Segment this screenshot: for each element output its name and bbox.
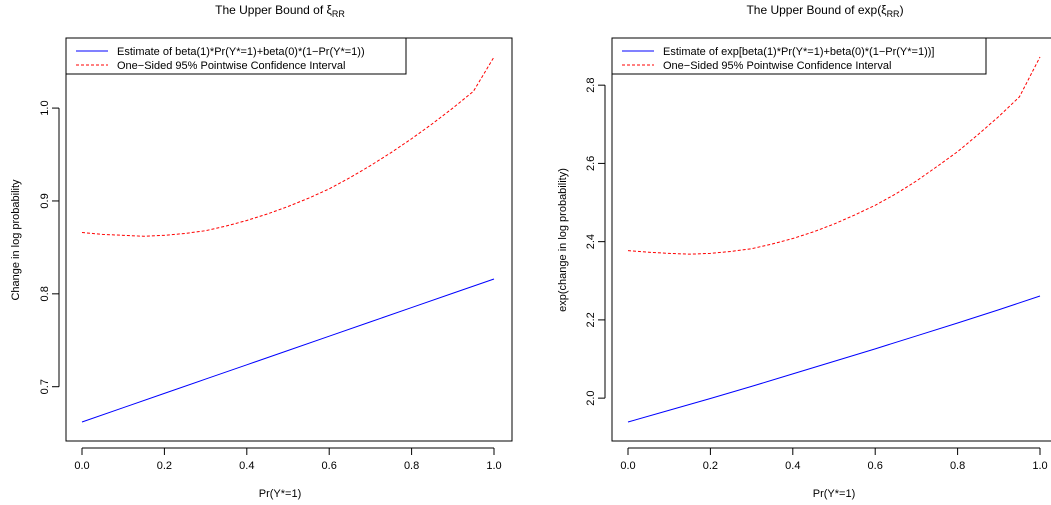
left-plot-frame bbox=[65, 37, 513, 442]
right-y-tick-label: 2.4 bbox=[585, 234, 597, 249]
right-series-estimate-line bbox=[627, 295, 1041, 423]
right-x-axis-label: Pr(Y*=1) bbox=[813, 488, 856, 500]
right-y-tick-label: 2.8 bbox=[585, 78, 597, 93]
right-y-axis: 2.0 2.2 2.4 2.6 2.8 bbox=[585, 78, 606, 406]
right-x-tick-label: 0.4 bbox=[785, 460, 800, 472]
right-legend-estimate-label: Estimate of exp[beta(1)*Pr(Y*=1)+beta(0)… bbox=[663, 46, 934, 58]
right-y-tick-label: 2.0 bbox=[585, 390, 597, 405]
left-legend-estimate-label: Estimate of beta(1)*Pr(Y*=1)+beta(0)*(1−… bbox=[117, 46, 365, 58]
left-y-tick-label: 0.7 bbox=[39, 379, 51, 394]
right-plot-frame bbox=[611, 37, 1051, 442]
left-series-estimate-line bbox=[81, 278, 495, 423]
right-legend-box bbox=[611, 37, 987, 75]
left-x-tick-label: 0.6 bbox=[322, 460, 337, 472]
right-x-tick-label: 0.8 bbox=[950, 460, 965, 472]
left-series-layer bbox=[81, 56, 495, 423]
right-chart: The Upper Bound of exp(ξRR) 0.0 0.2 0.4 0.6… bbox=[557, 3, 1051, 500]
left-legend: Estimate of beta(1)*Pr(Y*=1)+beta(0)*(1−… bbox=[65, 37, 407, 75]
left-chart-title: The Upper Bound of ξRR bbox=[215, 3, 345, 19]
left-series-confidence-bound-line bbox=[81, 56, 495, 237]
right-legend: Estimate of exp[beta(1)*Pr(Y*=1)+beta(0)… bbox=[611, 37, 987, 75]
right-series-confidence-bound-line bbox=[627, 56, 1041, 255]
left-x-tick-label: 0.4 bbox=[239, 460, 254, 472]
left-x-tick-label: 1.0 bbox=[486, 460, 501, 472]
right-y-tick-label: 2.2 bbox=[585, 312, 597, 327]
right-y-axis-label: exp(change in log probability) bbox=[557, 168, 569, 312]
right-x-axis: 0.0 0.2 0.4 0.6 0.8 1.0 bbox=[620, 447, 1048, 472]
left-y-tick-label: 1.0 bbox=[39, 100, 51, 115]
left-x-tick-label: 0.2 bbox=[157, 460, 172, 472]
left-x-tick-label: 0.8 bbox=[404, 460, 419, 472]
right-x-tick-label: 1.0 bbox=[1032, 460, 1047, 472]
left-x-axis-label: Pr(Y*=1) bbox=[259, 488, 302, 500]
right-series-layer bbox=[627, 56, 1041, 423]
left-legend-ci-label: One−Sided 95% Pointwise Confidence Inter… bbox=[117, 60, 345, 72]
right-x-tick-label: 0.0 bbox=[620, 460, 635, 472]
left-y-tick-label: 0.8 bbox=[39, 286, 51, 301]
right-x-tick-label: 0.2 bbox=[703, 460, 718, 472]
left-chart: The Upper Bound of ξRR 0.0 0.2 0.4 0.6 0.8 1.… bbox=[10, 3, 513, 500]
left-x-tick-label: 0.0 bbox=[74, 460, 89, 472]
right-x-tick-label: 0.6 bbox=[868, 460, 883, 472]
left-legend-box bbox=[65, 37, 407, 75]
left-y-axis-label: Change in log probability bbox=[10, 179, 22, 301]
right-legend-ci-label: One−Sided 95% Pointwise Confidence Inter… bbox=[663, 60, 891, 72]
right-chart-title: The Upper Bound of exp(ξRR) bbox=[746, 3, 903, 19]
left-y-axis: 0.7 0.8 0.9 1.0 bbox=[39, 100, 60, 394]
right-y-tick-label: 2.6 bbox=[585, 156, 597, 171]
left-y-tick-label: 0.9 bbox=[39, 193, 51, 208]
left-x-axis: 0.0 0.2 0.4 0.6 0.8 1.0 bbox=[74, 447, 502, 472]
